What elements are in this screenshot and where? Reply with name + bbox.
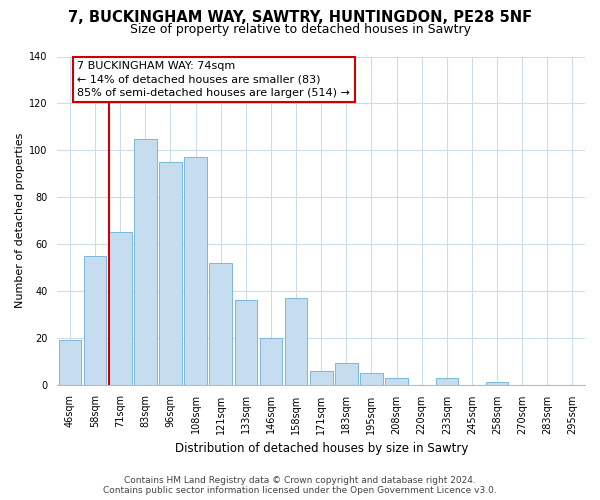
Bar bbox=[159, 162, 182, 384]
Bar bbox=[360, 373, 383, 384]
Bar bbox=[285, 298, 307, 384]
Bar bbox=[184, 158, 207, 384]
Text: 7 BUCKINGHAM WAY: 74sqm
← 14% of detached houses are smaller (83)
85% of semi-de: 7 BUCKINGHAM WAY: 74sqm ← 14% of detache… bbox=[77, 61, 350, 98]
X-axis label: Distribution of detached houses by size in Sawtry: Distribution of detached houses by size … bbox=[175, 442, 468, 455]
Bar bbox=[436, 378, 458, 384]
Bar bbox=[235, 300, 257, 384]
Bar bbox=[209, 262, 232, 384]
Bar bbox=[59, 340, 81, 384]
Text: 7, BUCKINGHAM WAY, SAWTRY, HUNTINGDON, PE28 5NF: 7, BUCKINGHAM WAY, SAWTRY, HUNTINGDON, P… bbox=[68, 10, 532, 25]
Bar bbox=[335, 364, 358, 384]
Y-axis label: Number of detached properties: Number of detached properties bbox=[15, 133, 25, 308]
Text: Contains HM Land Registry data © Crown copyright and database right 2024.
Contai: Contains HM Land Registry data © Crown c… bbox=[103, 476, 497, 495]
Bar bbox=[134, 138, 157, 384]
Text: Size of property relative to detached houses in Sawtry: Size of property relative to detached ho… bbox=[130, 22, 470, 36]
Bar bbox=[385, 378, 408, 384]
Bar bbox=[260, 338, 282, 384]
Bar bbox=[486, 382, 508, 384]
Bar bbox=[84, 256, 106, 384]
Bar bbox=[109, 232, 131, 384]
Bar bbox=[310, 370, 332, 384]
